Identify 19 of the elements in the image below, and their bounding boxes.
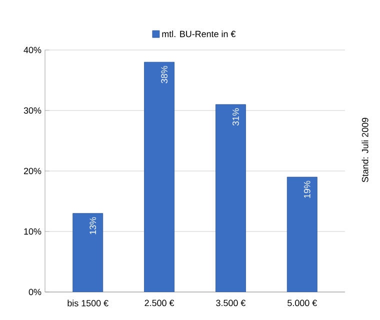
y-tick-label: 10% xyxy=(24,228,42,235)
legend-label: mtl. BU-Rente in € xyxy=(162,30,236,38)
text: 19% xyxy=(304,180,310,198)
text: 38% xyxy=(161,66,168,84)
bar xyxy=(144,62,174,292)
text: Stand: Juli 2009 xyxy=(362,118,368,182)
text: 31% xyxy=(232,108,239,126)
x-tick-label: 2.500 € xyxy=(144,300,174,306)
y-tick-label: 30% xyxy=(24,107,42,114)
y-tick-label: 40% xyxy=(24,46,42,54)
x-tick-label: 3.500 € xyxy=(216,300,246,306)
x-tick-label: bis 1500 € xyxy=(68,300,108,306)
bar xyxy=(72,213,104,292)
bar xyxy=(216,104,246,292)
text: 13% xyxy=(90,217,96,234)
bar xyxy=(286,176,318,292)
y-tick-label: 20% xyxy=(24,168,42,174)
x-tick-label: 5.000 € xyxy=(288,300,317,306)
y-tick-label: 0% xyxy=(28,288,42,296)
